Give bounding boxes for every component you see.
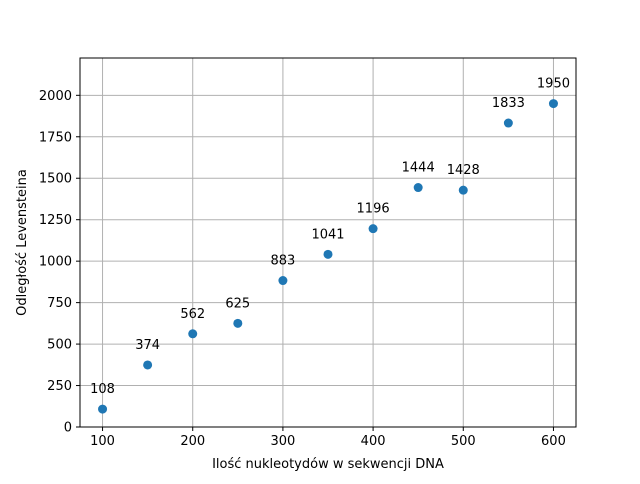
y-tick-label: 750 <box>47 296 72 311</box>
data-label: 1196 <box>357 202 390 217</box>
y-tick-label: 500 <box>47 338 72 353</box>
y-tick-label: 1000 <box>39 255 72 270</box>
x-tick-label: 600 <box>541 434 566 449</box>
data-label: 1950 <box>537 77 570 92</box>
data-label: 883 <box>270 254 295 269</box>
data-label: 625 <box>225 296 250 311</box>
data-point <box>458 185 468 195</box>
x-tick-label: 400 <box>361 434 386 449</box>
y-tick-label: 0 <box>64 421 72 436</box>
data-point <box>548 99 558 109</box>
data-label: 1041 <box>311 227 344 242</box>
data-point <box>98 404 108 414</box>
data-point <box>143 360 153 370</box>
y-tick-label: 1500 <box>39 172 72 187</box>
axes-frame <box>79 57 577 428</box>
data-point <box>368 224 378 234</box>
data-point <box>413 183 423 193</box>
data-labels: 108 374 562 625 883 1041 1196 1444 1428 1833 1950 <box>90 77 570 397</box>
data-points <box>98 99 558 414</box>
y-tick-label: 2000 <box>39 89 72 104</box>
data-label: 374 <box>135 338 160 353</box>
y-tick-label: 1750 <box>39 130 72 145</box>
data-label: 1428 <box>447 163 480 178</box>
data-label: 1444 <box>402 161 435 176</box>
x-tick-label: 100 <box>90 434 115 449</box>
y-axis-label: Odległość Levensteina <box>15 169 30 316</box>
data-point <box>323 249 333 259</box>
data-point <box>188 329 198 339</box>
data-label: 108 <box>90 382 115 397</box>
data-point <box>503 118 513 128</box>
x-tick-label: 200 <box>180 434 205 449</box>
x-axis-label: Ilość nukleotydów w sekwencji DNA <box>212 457 444 472</box>
x-tick-label: 300 <box>270 434 295 449</box>
axis-ticks: 100 200 300 400 500 600 0 250 500 750 1000 1250 1500… <box>39 89 566 449</box>
x-tick-label: 500 <box>451 434 476 449</box>
data-point <box>278 276 288 286</box>
data-label: 562 <box>180 307 205 322</box>
grid-lines <box>80 58 576 428</box>
data-label: 1833 <box>492 96 525 111</box>
y-tick-label: 1250 <box>39 213 72 228</box>
data-point <box>233 318 243 328</box>
y-tick-label: 250 <box>47 379 72 394</box>
